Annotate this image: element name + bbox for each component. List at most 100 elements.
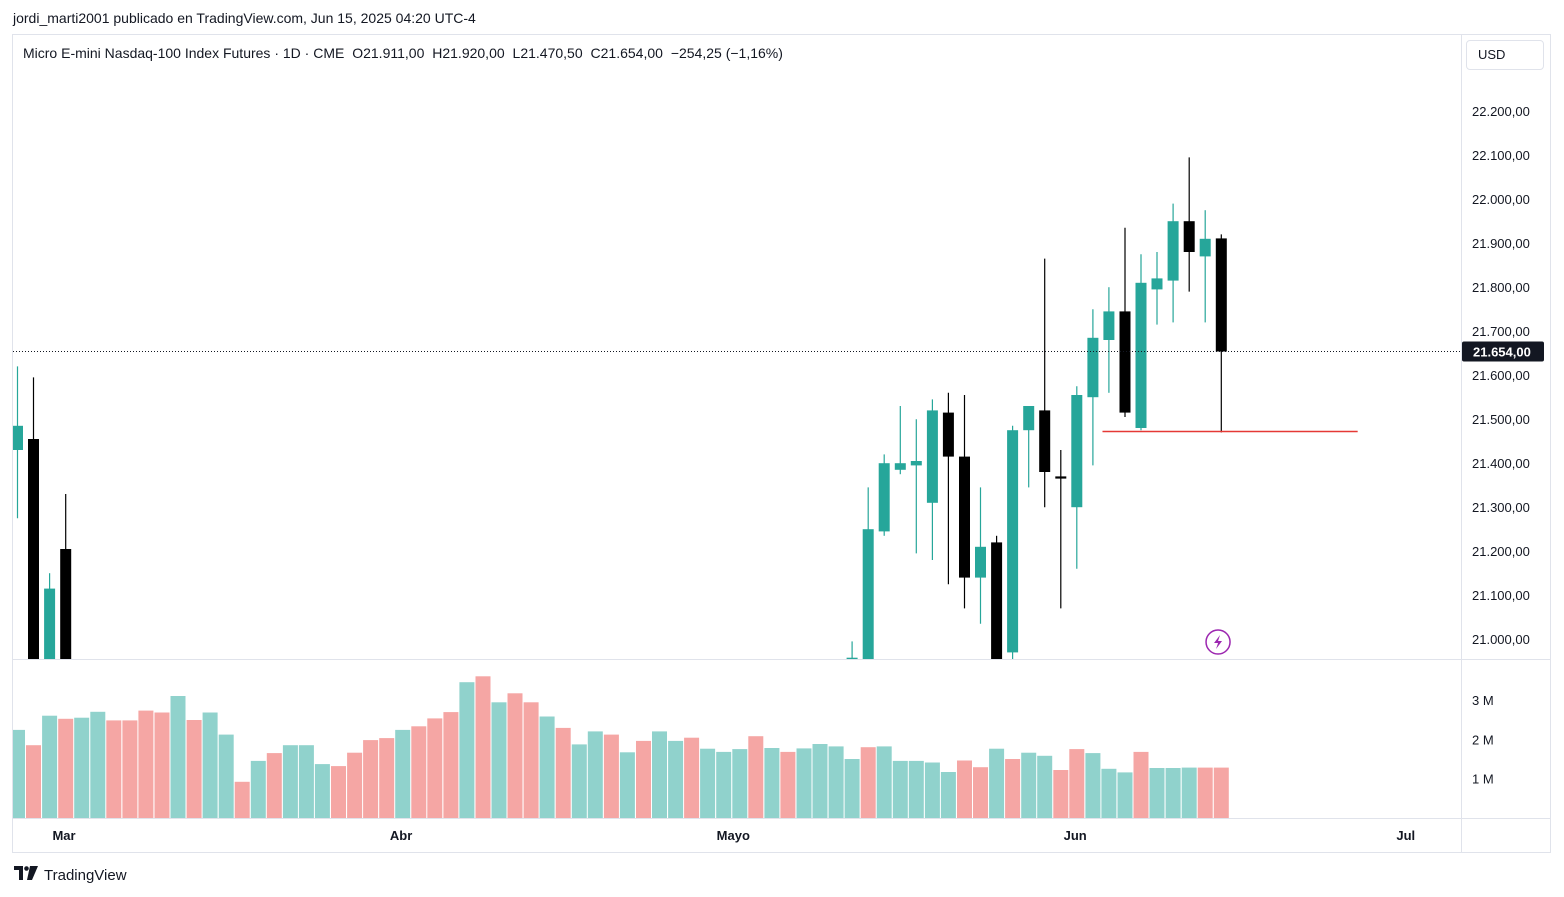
volume-bar [1149,768,1165,818]
candle-body[interactable] [60,549,72,659]
volume-bar [828,746,844,818]
volume-tick-label: 2 M [1472,732,1494,747]
candle-body[interactable] [44,588,56,659]
price-tick-label: 21.900,00 [1472,236,1530,251]
price-tick-label: 21.100,00 [1472,588,1530,603]
symbol-name[interactable]: Micro E-mini Nasdaq-100 Index Futures · … [23,45,345,61]
candle-body[interactable] [894,463,906,470]
volume-bar [1021,752,1037,818]
volume-bar [1053,770,1069,818]
volume-bar [876,746,892,818]
candle-body[interactable] [991,542,1003,659]
volume-bar [170,696,186,818]
volume-bar [475,676,491,818]
volume-bar [347,752,363,818]
candle-body[interactable] [1135,282,1147,428]
candle-body[interactable] [846,657,858,659]
volume-bar [1213,767,1229,818]
volume-bar [940,772,956,818]
volume-bar [13,729,25,818]
currency-button[interactable]: USD [1466,40,1544,70]
candle-body[interactable] [1215,238,1227,352]
price-tick-label: 21.200,00 [1472,544,1530,559]
volume-bar [1197,767,1213,818]
candle-body[interactable] [1023,406,1035,431]
tradingview-logo[interactable]: TradingView [14,866,127,884]
price-tick-label: 22.000,00 [1472,192,1530,207]
time-tick-label: Mayo [717,828,750,843]
volume-pane [13,676,1229,818]
candle-body[interactable] [926,410,938,503]
candle-body[interactable] [910,461,922,466]
price-tick-label: 21.500,00 [1472,412,1530,427]
volume-bar [331,766,346,818]
volume-bar [668,740,684,818]
chart-grid [13,35,1550,852]
volume-bar [684,737,700,818]
volume-bar [796,748,812,818]
candle-body[interactable] [12,425,23,450]
volume-bar [106,720,122,818]
volume-bar [282,745,298,818]
candle-body[interactable] [28,439,39,659]
volume-bar [1133,751,1149,818]
candle-body[interactable] [878,463,890,532]
candle-body[interactable] [1199,238,1211,257]
volume-bar [234,781,250,818]
candle-body[interactable] [959,456,970,578]
candle-body[interactable] [1087,337,1099,398]
candle-body[interactable] [975,546,986,578]
axes: 21.000,00 21.100,00 21.200,00 21.300,00 21.4… [52,104,1544,843]
volume-bar [379,738,395,818]
volume-bar [844,759,860,818]
candle-body[interactable] [1039,410,1051,472]
volume-bar [892,760,908,818]
candle-body[interactable] [1071,395,1083,508]
volume-bar [652,731,667,818]
legend-open: O21.911,00 [352,45,425,61]
symbol-legend[interactable]: Micro E-mini Nasdaq-100 Index Futures · … [23,45,787,61]
price-tick-label: 21.400,00 [1472,456,1530,471]
legend-change: −254,25 (−1,16%) [670,45,783,61]
volume-bar [1181,767,1197,818]
price-tick-label: 21.700,00 [1472,324,1530,339]
candle-body[interactable] [1183,221,1195,252]
volume-bar [42,715,58,818]
last-price-badge [1462,341,1544,362]
volume-bar [26,745,41,818]
candle-body[interactable] [942,412,954,457]
volume-bar [924,762,940,818]
volume-bar [154,712,170,818]
time-tick-label: Mar [52,828,75,843]
volume-bar [491,702,507,818]
lightning-icon [1214,635,1223,649]
volume-bar [700,748,716,818]
volume-bar [90,711,106,818]
candle-body[interactable] [1167,221,1179,281]
price-tick-label: 22.200,00 [1472,104,1530,119]
time-tick-label: Abr [390,828,412,843]
volume-bar [1069,749,1085,818]
volume-bar [314,764,330,818]
volume-bar [459,682,475,818]
volume-bar [748,736,764,818]
price-tick-label: 21.000,00 [1472,632,1530,647]
candle-body[interactable] [1151,278,1163,290]
candle-body[interactable] [1007,430,1019,653]
volume-bar [202,712,218,818]
candle-body[interactable] [1103,311,1115,340]
last-price-label: 21.654,00 [1473,344,1531,359]
volume-bar [250,760,266,818]
legend-high: H21.920,00 [432,45,505,61]
candle-body[interactable] [862,529,874,659]
volume-bar [957,760,972,818]
volume-bar [186,720,202,818]
candles-pane [12,157,1227,659]
candle-body[interactable] [1119,311,1131,413]
volume-bar [973,767,988,818]
candle-body[interactable] [1055,476,1067,479]
price-tick-label: 22.100,00 [1472,148,1530,163]
volume-bar [1005,759,1021,818]
volume-bar [587,731,603,818]
